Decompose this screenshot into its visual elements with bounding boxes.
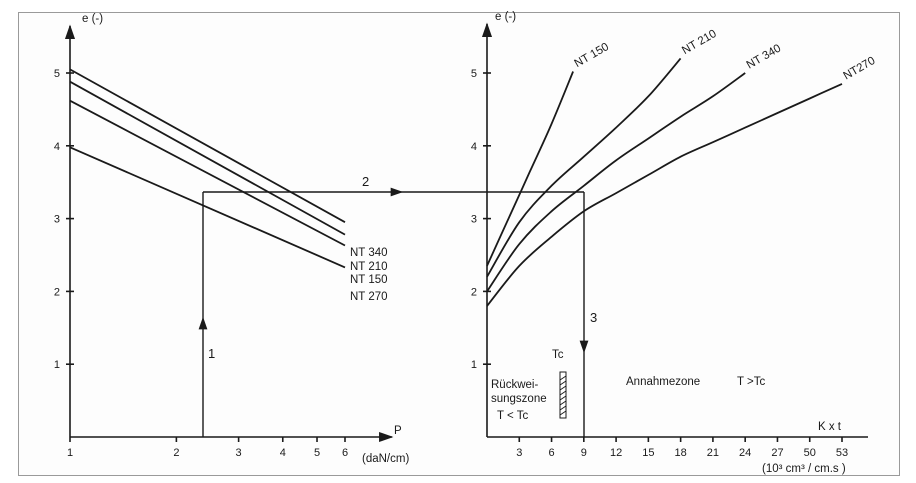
- right-x-tick-label: 27: [771, 447, 783, 459]
- figure-frame: [18, 12, 900, 476]
- arrow-1-label: 1: [208, 346, 215, 361]
- reject-zone-condition: T < Tc: [497, 410, 528, 422]
- left-chart: e (-) P (daN/cm) 1 2 3 4 5 1 2 3 4 5 6 NT 340 NT 2…: [54, 13, 584, 465]
- right-y-tick-label: 2: [471, 286, 477, 298]
- left-x-tick-label: 4: [280, 447, 286, 459]
- right-x-unit: (10³ cm³ / cm.s ): [762, 463, 846, 475]
- left-line-nt-150: [69, 99, 346, 247]
- right-x-label: K x t: [818, 421, 842, 433]
- accept-zone-condition: T >Tc: [737, 376, 765, 388]
- left-x-tick-label: 2: [173, 447, 179, 459]
- right-x-tick-label: 24: [739, 447, 751, 459]
- left-y-tick-label: 1: [54, 359, 60, 371]
- right-y-tick-label: 3: [471, 214, 477, 226]
- accept-zone-label: Annahmezone: [626, 376, 700, 388]
- right-label-nt-210: NT 210: [680, 28, 718, 57]
- left-y-tick-label: 4: [54, 141, 60, 153]
- tc-hatch-line: [559, 385, 567, 391]
- right-curve-nt270: [486, 83, 843, 307]
- left-label-nt-340: NT 340: [350, 247, 388, 259]
- right-y-label: e (-): [495, 11, 516, 23]
- right-y-tick-label: 5: [471, 68, 477, 80]
- left-x-tick-label: 6: [342, 447, 348, 459]
- left-x-tick-label: 3: [236, 447, 242, 459]
- tc-hatch-lines: [559, 375, 567, 416]
- right-curve-nt-340: [486, 72, 746, 292]
- left-label-nt-270: NT 270: [350, 291, 388, 303]
- tc-hatch-line: [559, 405, 567, 411]
- right-series: [486, 57, 843, 307]
- left-y-tick-label: 5: [54, 68, 60, 80]
- left-y-label: e (-): [82, 13, 103, 25]
- right-x-tick-label: 9: [581, 447, 587, 459]
- tc-hatch-line: [559, 410, 567, 416]
- right-curve-nt-150: [486, 71, 574, 267]
- tc-hatch-line: [559, 380, 567, 386]
- left-x-label: P: [394, 425, 402, 437]
- left-y-tick-label: 3: [54, 214, 60, 226]
- tc-hatch-line: [559, 375, 567, 381]
- right-x-tick-label: 50: [804, 447, 816, 459]
- right-x-tick-label: 15: [642, 447, 654, 459]
- right-y-tick-label: 4: [471, 141, 477, 153]
- right-curve-nt-210: [486, 57, 682, 278]
- tc-hatch-line: [559, 400, 567, 406]
- left-label-nt-150: NT 150: [350, 274, 388, 286]
- left-x-tick-label: 1: [67, 447, 73, 459]
- right-x-tick-label: 6: [548, 447, 554, 459]
- right-y-tick-label: 1: [471, 359, 477, 371]
- left-x-unit: (daN/cm): [362, 453, 409, 465]
- left-label-nt-210: NT 210: [350, 261, 388, 273]
- right-x-tick-label: 53: [836, 447, 848, 459]
- right-x-tick-label: 3: [516, 447, 522, 459]
- left-x-tick-label: 5: [314, 447, 320, 459]
- left-line-nt-210: [69, 80, 346, 236]
- left-y-tick-label: 2: [54, 286, 60, 298]
- right-label-nt-150: NT 150: [573, 41, 611, 70]
- left-x-ticks: 1 2 3 4 5 6: [67, 437, 348, 459]
- left-series: [69, 68, 346, 269]
- right-x-tick-label: 12: [610, 447, 622, 459]
- left-y-ticks: 1 2 3 4 5: [54, 68, 74, 371]
- right-y-ticks: 1 2 3 4 5: [471, 68, 491, 371]
- right-label-nt270: NT270: [842, 55, 878, 83]
- right-series-labels: NT 150 NT 210 NT 340 NT270: [573, 28, 878, 83]
- reject-zone-label-1: Rückwei-: [491, 379, 538, 391]
- tc-hatch-line: [559, 395, 567, 401]
- right-label-nt-340: NT 340: [745, 42, 783, 71]
- tc-label: Tc: [552, 349, 564, 361]
- right-x-ticks: 3 6 9 12 15 18 21 24 27 50 53: [516, 437, 848, 459]
- reject-zone-label-2: sungszone: [491, 393, 547, 405]
- arrow-2-label: 2: [362, 174, 369, 189]
- tc-hatch-line: [559, 390, 567, 396]
- left-line-nt-270: [69, 146, 346, 269]
- left-line-nt-340: [69, 68, 346, 223]
- arrow-3-label: 3: [590, 310, 597, 325]
- right-x-tick-label: 21: [707, 447, 719, 459]
- right-x-tick-label: 18: [675, 447, 687, 459]
